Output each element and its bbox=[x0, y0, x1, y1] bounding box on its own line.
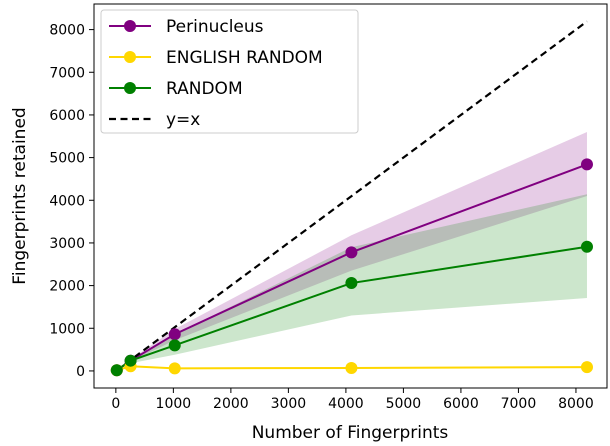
y-tick-label: 3000 bbox=[49, 236, 85, 252]
x-tick-label: 7000 bbox=[501, 396, 537, 412]
series-markers bbox=[110, 158, 593, 377]
y-tick-label: 1000 bbox=[49, 321, 85, 337]
legend-marker-random bbox=[124, 82, 136, 94]
legend-label-english-random: ENGLISH RANDOM bbox=[166, 48, 323, 68]
y-tick-label: 7000 bbox=[49, 65, 85, 81]
point-english-random bbox=[345, 361, 358, 374]
x-tick-label: 8000 bbox=[558, 396, 594, 412]
x-axis-ticks: 0 1000 2000 3000 4000 5000 6000 7000 8000 bbox=[111, 388, 594, 412]
point-perinucleus bbox=[345, 246, 358, 259]
point-english-random bbox=[580, 361, 593, 374]
point-perinucleus bbox=[168, 328, 181, 341]
point-perinucleus bbox=[580, 158, 593, 171]
x-tick-label: 5000 bbox=[386, 396, 422, 412]
y-axis-label: Fingerprints retained bbox=[10, 107, 30, 284]
x-tick-label: 2000 bbox=[213, 396, 249, 412]
x-tick-label: 0 bbox=[111, 396, 120, 412]
plot-frame bbox=[93, 3, 608, 389]
legend-label-perinucleus: Perinucleus bbox=[166, 17, 264, 37]
y-tick-label: 0 bbox=[76, 364, 85, 380]
point-random bbox=[580, 240, 593, 253]
y-tick-label: 4000 bbox=[49, 193, 85, 209]
point-random bbox=[124, 354, 137, 367]
legend-label-random: RANDOM bbox=[166, 79, 243, 99]
x-tick-label: 6000 bbox=[443, 396, 479, 412]
legend: Perinucleus ENGLISH RANDOM RANDOM y=x bbox=[100, 9, 359, 134]
x-axis-label: Number of Fingerprints bbox=[252, 423, 449, 443]
legend-box bbox=[100, 9, 359, 134]
point-random bbox=[345, 277, 358, 290]
y-tick-label: 8000 bbox=[49, 23, 85, 39]
legend-label-y-x: y=x bbox=[166, 110, 200, 130]
y-axis-ticks: 0 1000 2000 3000 4000 5000 6000 7000 8000 bbox=[49, 23, 94, 380]
point-random bbox=[110, 364, 123, 377]
legend-marker-english-random bbox=[124, 51, 136, 63]
y-tick-label: 5000 bbox=[49, 151, 85, 167]
y-tick-label: 6000 bbox=[49, 108, 85, 124]
y-tick-label: 2000 bbox=[49, 279, 85, 295]
x-tick-label: 1000 bbox=[156, 396, 192, 412]
line-y-x bbox=[115, 20, 588, 372]
x-tick-label: 4000 bbox=[328, 396, 364, 412]
x-tick-label: 3000 bbox=[271, 396, 307, 412]
point-english-random bbox=[168, 362, 181, 375]
point-random bbox=[168, 339, 181, 352]
legend-marker-perinucleus bbox=[124, 20, 136, 32]
